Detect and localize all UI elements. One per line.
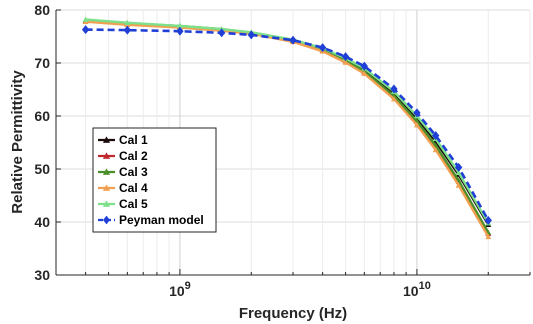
series-layer	[81, 16, 492, 240]
data-point-peyman-model	[247, 30, 255, 40]
legend-swatch-marker	[102, 200, 111, 207]
data-point-cal-4	[390, 95, 397, 102]
data-point-peyman-model	[123, 25, 132, 35]
data-point-cal-5	[124, 19, 131, 26]
legend-label: Peyman model	[119, 213, 204, 227]
data-point-cal-5	[82, 16, 89, 22]
legend-label: Cal 4	[119, 181, 148, 195]
x-tick-label-base: 10	[169, 283, 185, 299]
y-tick-label: 30	[34, 267, 50, 283]
legend-swatch-marker	[102, 136, 111, 143]
y-axis-title: Relative Permittivity	[9, 70, 26, 214]
legend-entry-peyman-model: Peyman model	[98, 213, 204, 227]
data-point-cal-5	[455, 169, 462, 176]
legend-label: Cal 2	[119, 149, 148, 163]
data-point-peyman-model	[484, 215, 492, 226]
legend-label: Cal 1	[119, 133, 148, 147]
data-point-peyman-model	[289, 35, 297, 45]
y-tick-label: 40	[34, 214, 50, 230]
x-tick-label: 109	[169, 280, 191, 299]
data-point-peyman-model	[454, 162, 463, 173]
data-point-peyman-model	[176, 26, 184, 36]
legend-entry-cal-4: Cal 4	[98, 181, 148, 195]
data-point-cal-4	[485, 233, 492, 240]
series-peyman-model	[81, 25, 492, 226]
y-tick-label: 60	[34, 108, 50, 124]
legend-swatch-marker	[102, 215, 111, 225]
data-point-peyman-model	[217, 28, 226, 38]
legend-box	[92, 127, 217, 233]
legend-label: Cal 5	[119, 197, 148, 211]
legend-entry-cal-2: Cal 2	[98, 149, 148, 163]
data-point-cal-4	[361, 70, 368, 76]
legend-swatch-marker	[102, 184, 111, 191]
legend-entry-cal-3: Cal 3	[98, 165, 148, 179]
data-point-cal-4	[342, 59, 349, 65]
data-point-cal-4	[455, 182, 462, 188]
data-point-peyman-model	[341, 52, 350, 62]
data-point-peyman-model	[431, 131, 440, 141]
legend-entry-cal-5: Cal 5	[98, 197, 148, 211]
data-point-peyman-model	[360, 61, 369, 71]
data-point-cal-4	[413, 121, 420, 128]
data-point-peyman-model	[318, 43, 327, 53]
legend-swatch-marker	[102, 168, 111, 175]
series-line-peyman-model	[85, 28, 490, 222]
x-tick-label: 1010	[403, 280, 431, 299]
y-tick-label: 50	[34, 161, 50, 177]
data-point-cal-4	[432, 146, 439, 153]
data-point-peyman-model	[390, 84, 398, 94]
x-tick-label-exponent: 9	[185, 280, 191, 292]
y-tick-label: 70	[34, 55, 50, 71]
x-tick-label-exponent: 10	[419, 280, 431, 292]
x-tick-label-base: 10	[403, 283, 419, 299]
legend-swatch-marker	[102, 152, 111, 159]
legend-entry-cal-1: Cal 1	[98, 133, 148, 147]
data-point-peyman-model	[81, 25, 90, 35]
data-point-peyman-model	[413, 108, 421, 118]
y-tick-label: 80	[34, 2, 50, 18]
x-axis-title: Frequency (Hz)	[239, 305, 347, 322]
legend-label: Cal 3	[119, 165, 148, 179]
series-line-cal-4	[85, 20, 490, 238]
legend: Cal 1 Cal 2 Cal 3 Cal 4 Cal 5 Peyman model	[92, 127, 217, 233]
